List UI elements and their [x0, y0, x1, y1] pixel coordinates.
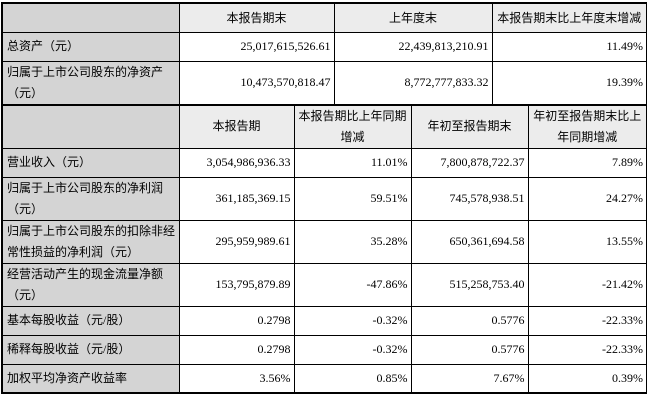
revenue-ytd: 7,800,878,722.37: [410, 147, 529, 178]
net-profit-period-change: 59.51%: [293, 176, 412, 221]
table-row: 营业收入（元） 3,054,986,936.33 11.01% 7,800,87…: [1, 147, 647, 178]
basic-eps-ytd-change: -22.33%: [527, 305, 647, 336]
roe-period: 3.56%: [178, 363, 295, 394]
period-end-table: 本报告期末 上年度末 本报告期末比上年度末增减 总资产（元） 25,017,61…: [1, 2, 647, 105]
t1-header-change: 本报告期末比上年度末增减: [491, 2, 647, 33]
t2-header-period-change: 本报告期比上年同期增减: [293, 104, 412, 149]
t2-corner-cell: [1, 104, 180, 149]
total-assets-current: 25,017,615,526.61: [178, 31, 335, 62]
t2-header-ytd-change: 年初至报告期末比上年同期增减: [527, 104, 647, 149]
net-profit-excl-period-change: 35.28%: [293, 219, 412, 264]
t1-corner-cell: [1, 2, 180, 33]
net-profit-ytd: 745,578,938.51: [410, 176, 529, 221]
table-row: 本报告期末 上年度末 本报告期末比上年度末增减: [1, 2, 647, 33]
t2-header-ytd: 年初至报告期末: [410, 104, 529, 149]
report-summary: 本报告期末 上年度末 本报告期末比上年度末增减 总资产（元） 25,017,61…: [1, 2, 647, 394]
diluted-eps-ytd: 0.5776: [410, 334, 529, 365]
row-label-weighted-avg-roe: 加权平均净资产收益率: [1, 363, 180, 394]
revenue-period-change: 11.01%: [293, 147, 412, 178]
net-profit-period: 361,185,369.15: [178, 176, 295, 221]
cash-flow-ytd-change: -21.42%: [527, 262, 647, 307]
row-label-operating-cash-flow: 经营活动产生的现金流量净额（元）: [1, 262, 180, 307]
diluted-eps-period: 0.2798: [178, 334, 295, 365]
total-assets-prior: 22,439,813,210.91: [333, 31, 493, 62]
basic-eps-period: 0.2798: [178, 305, 295, 336]
net-profit-ytd-change: 24.27%: [527, 176, 647, 221]
roe-ytd: 7.67%: [410, 363, 529, 394]
row-label-revenue: 营业收入（元）: [1, 147, 180, 178]
net-assets-change: 19.39%: [491, 60, 647, 105]
net-profit-excl-period: 295,959,989.61: [178, 219, 295, 264]
cash-flow-period-change: -47.86%: [293, 262, 412, 307]
diluted-eps-period-change: -0.32%: [293, 334, 412, 365]
roe-period-change: 0.85%: [293, 363, 412, 394]
revenue-ytd-change: 7.89%: [527, 147, 647, 178]
net-assets-current: 10,473,570,818.47: [178, 60, 335, 105]
t1-header-prior-year-end: 上年度末: [333, 2, 493, 33]
row-label-total-assets: 总资产（元）: [1, 31, 180, 62]
table-row: 归属于上市公司股东的扣除非经常性损益的净利润（元） 295,959,989.61…: [1, 219, 647, 264]
table-row: 稀释每股收益（元/股） 0.2798 -0.32% 0.5776 -22.33%: [1, 334, 647, 365]
roe-ytd-change: 0.39%: [527, 363, 647, 394]
table-row: 经营活动产生的现金流量净额（元） 153,795,879.89 -47.86% …: [1, 262, 647, 307]
t2-header-current-period: 本报告期: [178, 104, 295, 149]
table-row: 加权平均净资产收益率 3.56% 0.85% 7.67% 0.39%: [1, 363, 647, 394]
row-label-net-profit-excl-nonrecurring: 归属于上市公司股东的扣除非经常性损益的净利润（元）: [1, 219, 180, 264]
table-row: 归属于上市公司股东的净资产（元） 10,473,570,818.47 8,772…: [1, 60, 647, 105]
cash-flow-period: 153,795,879.89: [178, 262, 295, 307]
net-profit-excl-ytd: 650,361,694.58: [410, 219, 529, 264]
basic-eps-ytd: 0.5776: [410, 305, 529, 336]
total-assets-change: 11.49%: [491, 31, 647, 62]
ytd-income-table: 本报告期 本报告期比上年同期增减 年初至报告期末 年初至报告期末比上年同期增减 …: [1, 104, 647, 394]
basic-eps-period-change: -0.32%: [293, 305, 412, 336]
net-profit-excl-ytd-change: 13.55%: [527, 219, 647, 264]
cash-flow-ytd: 515,258,753.40: [410, 262, 529, 307]
table-row: 总资产（元） 25,017,615,526.61 22,439,813,210.…: [1, 31, 647, 62]
row-label-net-profit: 归属于上市公司股东的净利润（元）: [1, 176, 180, 221]
table-row: 基本每股收益（元/股） 0.2798 -0.32% 0.5776 -22.33%: [1, 305, 647, 336]
row-label-basic-eps: 基本每股收益（元/股）: [1, 305, 180, 336]
table-row: 归属于上市公司股东的净利润（元） 361,185,369.15 59.51% 7…: [1, 176, 647, 221]
net-assets-prior: 8,772,777,833.32: [333, 60, 493, 105]
row-label-net-assets: 归属于上市公司股东的净资产（元）: [1, 60, 180, 105]
table-row: 本报告期 本报告期比上年同期增减 年初至报告期末 年初至报告期末比上年同期增减: [1, 104, 647, 149]
t1-header-current-period-end: 本报告期末: [178, 2, 335, 33]
revenue-period: 3,054,986,936.33: [178, 147, 295, 178]
row-label-diluted-eps: 稀释每股收益（元/股）: [1, 334, 180, 365]
diluted-eps-ytd-change: -22.33%: [527, 334, 647, 365]
